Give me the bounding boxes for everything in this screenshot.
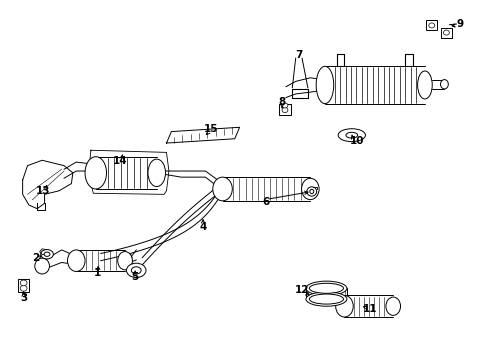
Text: 4: 4 bbox=[199, 222, 206, 232]
Ellipse shape bbox=[35, 258, 49, 274]
Text: 6: 6 bbox=[262, 197, 269, 207]
Text: 14: 14 bbox=[113, 156, 127, 166]
Text: 11: 11 bbox=[362, 304, 377, 314]
Ellipse shape bbox=[67, 250, 85, 271]
Ellipse shape bbox=[309, 294, 343, 304]
Ellipse shape bbox=[282, 108, 287, 113]
Bar bbox=[278, 104, 290, 116]
Ellipse shape bbox=[309, 189, 313, 194]
Ellipse shape bbox=[126, 263, 146, 278]
Ellipse shape bbox=[385, 297, 400, 315]
Ellipse shape bbox=[345, 132, 357, 138]
Ellipse shape bbox=[301, 178, 319, 199]
Text: 15: 15 bbox=[203, 124, 218, 134]
Text: 7: 7 bbox=[295, 50, 302, 60]
Ellipse shape bbox=[337, 129, 365, 141]
Ellipse shape bbox=[443, 30, 448, 35]
Ellipse shape bbox=[44, 252, 50, 256]
Text: 8: 8 bbox=[277, 97, 285, 107]
Ellipse shape bbox=[85, 157, 106, 189]
Ellipse shape bbox=[118, 252, 132, 270]
Bar bbox=[440, 28, 451, 38]
Ellipse shape bbox=[306, 187, 316, 196]
Text: 10: 10 bbox=[349, 136, 363, 145]
Ellipse shape bbox=[428, 23, 434, 28]
Ellipse shape bbox=[282, 103, 287, 108]
Ellipse shape bbox=[20, 280, 27, 286]
Text: 12: 12 bbox=[294, 285, 308, 296]
Ellipse shape bbox=[335, 296, 352, 317]
Ellipse shape bbox=[20, 285, 27, 291]
Text: 3: 3 bbox=[20, 293, 27, 303]
Ellipse shape bbox=[440, 80, 447, 89]
Text: 9: 9 bbox=[455, 19, 463, 29]
Ellipse shape bbox=[309, 283, 343, 293]
Text: 2: 2 bbox=[32, 253, 40, 263]
Text: 5: 5 bbox=[131, 272, 138, 282]
Ellipse shape bbox=[41, 249, 53, 259]
Ellipse shape bbox=[131, 267, 141, 274]
Ellipse shape bbox=[305, 292, 346, 306]
Ellipse shape bbox=[148, 159, 165, 186]
Bar bbox=[426, 21, 436, 31]
Text: 1: 1 bbox=[93, 268, 101, 278]
Ellipse shape bbox=[305, 281, 346, 296]
Bar bbox=[18, 279, 29, 292]
Ellipse shape bbox=[212, 177, 232, 201]
Text: 13: 13 bbox=[36, 186, 50, 197]
Ellipse shape bbox=[417, 71, 431, 99]
Ellipse shape bbox=[316, 66, 333, 104]
